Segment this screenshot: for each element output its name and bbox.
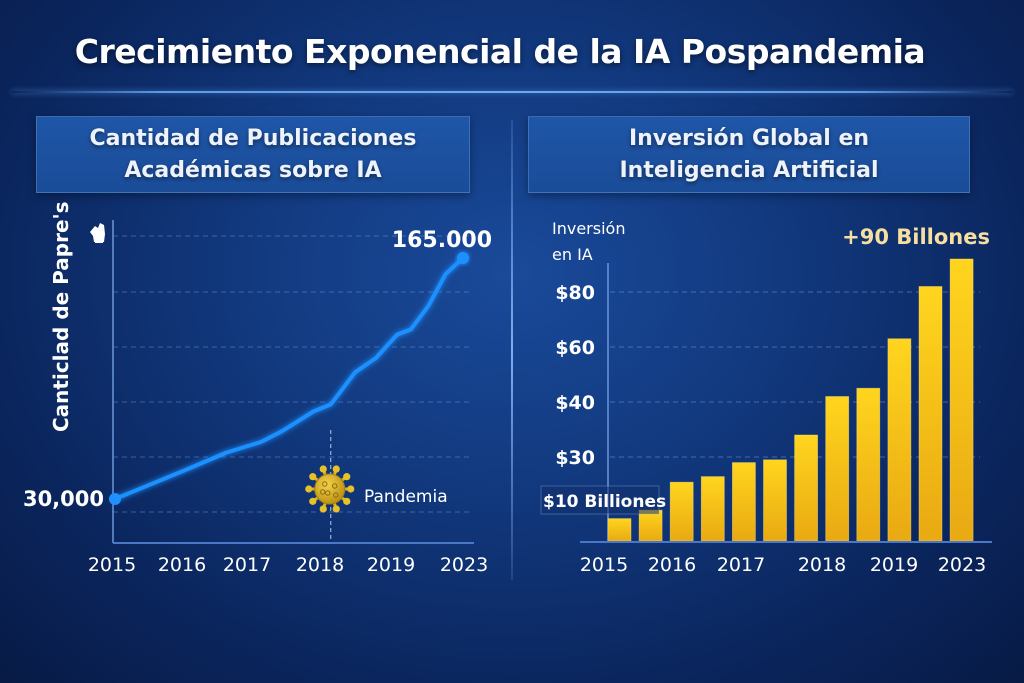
bar-chart-x-tick-label: 2015: [580, 554, 628, 576]
start-label-box: [540, 485, 660, 515]
bar-chart-title-line2: Inteligencia Artificial: [619, 157, 879, 183]
panel-divider: [511, 120, 513, 580]
bar-chart-y-tick-label: $60: [555, 337, 595, 359]
line-chart-x-tick-label: 2017: [223, 554, 271, 576]
bar: [732, 462, 756, 542]
bar-chart-start-label: $10 Billiones: [543, 492, 666, 512]
page-title: Crecimiento Exponencial de la IA Pospand…: [74, 32, 926, 71]
bar-chart-end-label: +90 Billones: [842, 225, 990, 249]
bar: [887, 338, 912, 542]
bar-chart-y-tick-label: $30: [555, 447, 595, 469]
bar: [825, 396, 850, 542]
line-chart: Canticlad de Papre's 2015 2016 2017 2018 201…: [23, 201, 492, 576]
bar-chart-y-label-line2: en IA: [552, 245, 593, 264]
line-chart-start-point: [109, 493, 121, 505]
bar-chart: Inversión en IA $30$40$60$80 2015 2016 201…: [540, 219, 992, 576]
line-chart-title-line1: Cantidad de Publicaciones: [89, 125, 417, 151]
line-chart-x-tick-label: 2018: [296, 554, 344, 576]
virus-icon: [305, 465, 355, 513]
bar-chart-x-tick-label: 2023: [938, 554, 986, 576]
bar-chart-x-tick-label: 2016: [648, 554, 696, 576]
pandemic-label: Pandemia: [364, 487, 448, 507]
line-chart-x-tick-label: 2023: [440, 554, 488, 576]
line-chart-start-label: 30,000: [23, 487, 104, 511]
title-divider: [12, 91, 1012, 93]
bar-chart-y-tick-label: $80: [555, 282, 595, 304]
line-chart-x-ticks: 2015 2016 2017 2018 2019 2023: [88, 554, 488, 576]
bar: [763, 459, 787, 542]
bar-chart-x-tick-label: 2018: [798, 554, 846, 576]
bar: [669, 481, 694, 542]
bar: [794, 434, 818, 542]
bar-chart-header: Inversión Global en Inteligencia Artific…: [528, 116, 970, 193]
line-chart-x-tick-label: 2016: [158, 554, 206, 576]
bar: [638, 509, 663, 542]
bar-chart-x-ticks: 2015 2016 2017 2018 2019 2023: [580, 554, 986, 576]
person-icon: [90, 223, 105, 243]
bar: [856, 387, 881, 542]
line-chart-header: Cantidad de Publicaciones Académicas sob…: [36, 116, 470, 193]
line-chart-x-tick-label: 2015: [88, 554, 136, 576]
line-chart-end-point: [457, 252, 469, 264]
line-chart-title-line2: Académicas sobre IA: [124, 157, 382, 183]
bar-chart-y-tick-label: $40: [555, 392, 595, 414]
line-chart-y-label: Canticlad de Papre's: [49, 201, 73, 432]
line-chart-x-tick-label: 2019: [367, 554, 415, 576]
bar-chart-bars: [607, 258, 974, 542]
line-chart-end-label: 165.000: [392, 228, 492, 253]
line-chart-gridlines: [113, 235, 470, 513]
bar: [918, 286, 943, 542]
bar: [700, 476, 725, 542]
line-chart-series: [113, 256, 465, 501]
bar-chart-y-ticks: $30 $40 $60 $80: [555, 282, 595, 469]
bar-chart-x-tick-label: 2017: [717, 554, 765, 576]
bar: [949, 258, 974, 542]
bar: [607, 518, 632, 542]
bar-chart-y-label-line1: Inversión: [552, 219, 625, 238]
bar-chart-title-line1: Inversión Global en: [628, 125, 870, 151]
bar-chart-x-tick-label: 2019: [870, 554, 918, 576]
